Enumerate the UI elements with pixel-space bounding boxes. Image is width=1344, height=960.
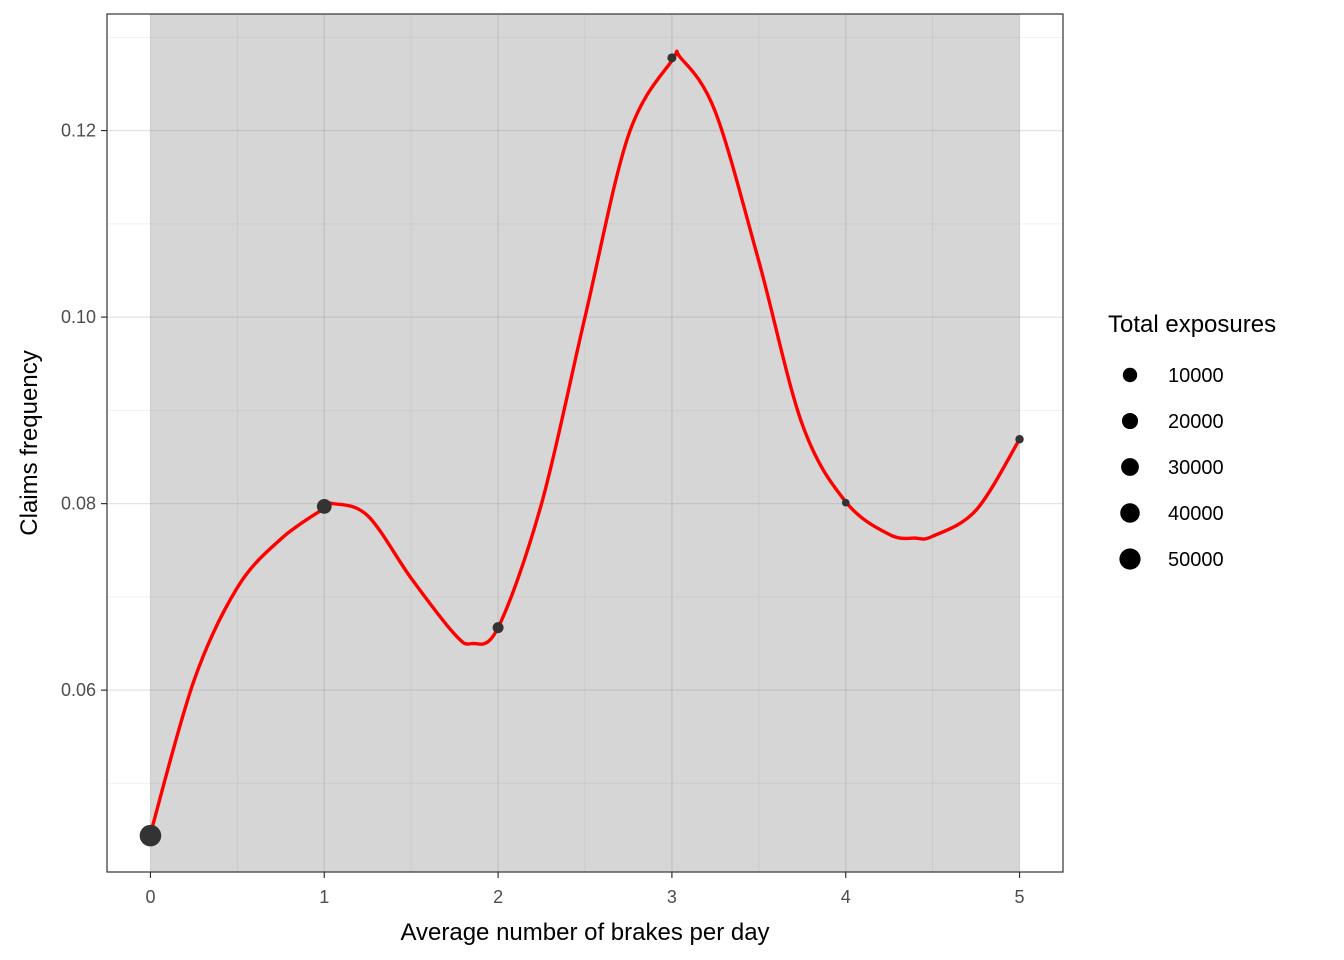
data-point-1 xyxy=(316,499,332,514)
data-point-2 xyxy=(492,622,504,634)
data-point-3 xyxy=(667,53,677,63)
x-axis-title: Average number of brakes per day xyxy=(400,919,769,946)
x-tick-label: 1 xyxy=(319,887,329,907)
legend-key-40000 xyxy=(1120,503,1140,523)
legend-entries: 10000 20000 30000 40000 50000 xyxy=(1119,365,1224,571)
legend-key-10000 xyxy=(1122,367,1138,383)
x-axis: 0 1 2 3 4 5 xyxy=(145,872,1025,907)
data-point-4 xyxy=(841,498,850,507)
y-tick-label: 0.06 xyxy=(61,680,96,700)
x-tick-label: 5 xyxy=(1015,887,1025,907)
plot-area xyxy=(106,13,1064,873)
y-axis: 0.06 0.08 0.10 0.12 xyxy=(61,121,107,700)
legend-label-10000: 10000 xyxy=(1168,365,1224,387)
y-tick-label: 0.10 xyxy=(61,307,96,327)
legend-label-40000: 40000 xyxy=(1168,503,1224,525)
shaded-band-layer xyxy=(150,14,1020,872)
x-tick-label: 3 xyxy=(667,887,677,907)
y-axis-title: Claims frequency xyxy=(16,350,43,535)
y-tick-label: 0.08 xyxy=(61,494,96,514)
point-layer xyxy=(139,53,1024,847)
panel-border xyxy=(106,13,1064,873)
size-legend: Total exposures 10000 20000 30000 40000 5000… xyxy=(1108,311,1276,571)
legend-key-30000 xyxy=(1121,458,1139,476)
y-tick-label: 0.12 xyxy=(61,121,96,141)
legend-key-20000 xyxy=(1121,412,1139,430)
legend-title: Total exposures xyxy=(1108,311,1276,338)
legend-label-30000: 30000 xyxy=(1168,457,1224,479)
data-point-5 xyxy=(1015,435,1024,444)
legend-label-50000: 50000 xyxy=(1168,549,1224,571)
x-tick-label: 0 xyxy=(145,887,155,907)
shaded-band xyxy=(150,14,1020,872)
x-tick-label: 4 xyxy=(841,887,851,907)
legend-label-20000: 20000 xyxy=(1168,411,1224,433)
legend-key-50000 xyxy=(1119,548,1141,570)
x-tick-label: 2 xyxy=(493,887,503,907)
data-point-0 xyxy=(139,824,162,847)
